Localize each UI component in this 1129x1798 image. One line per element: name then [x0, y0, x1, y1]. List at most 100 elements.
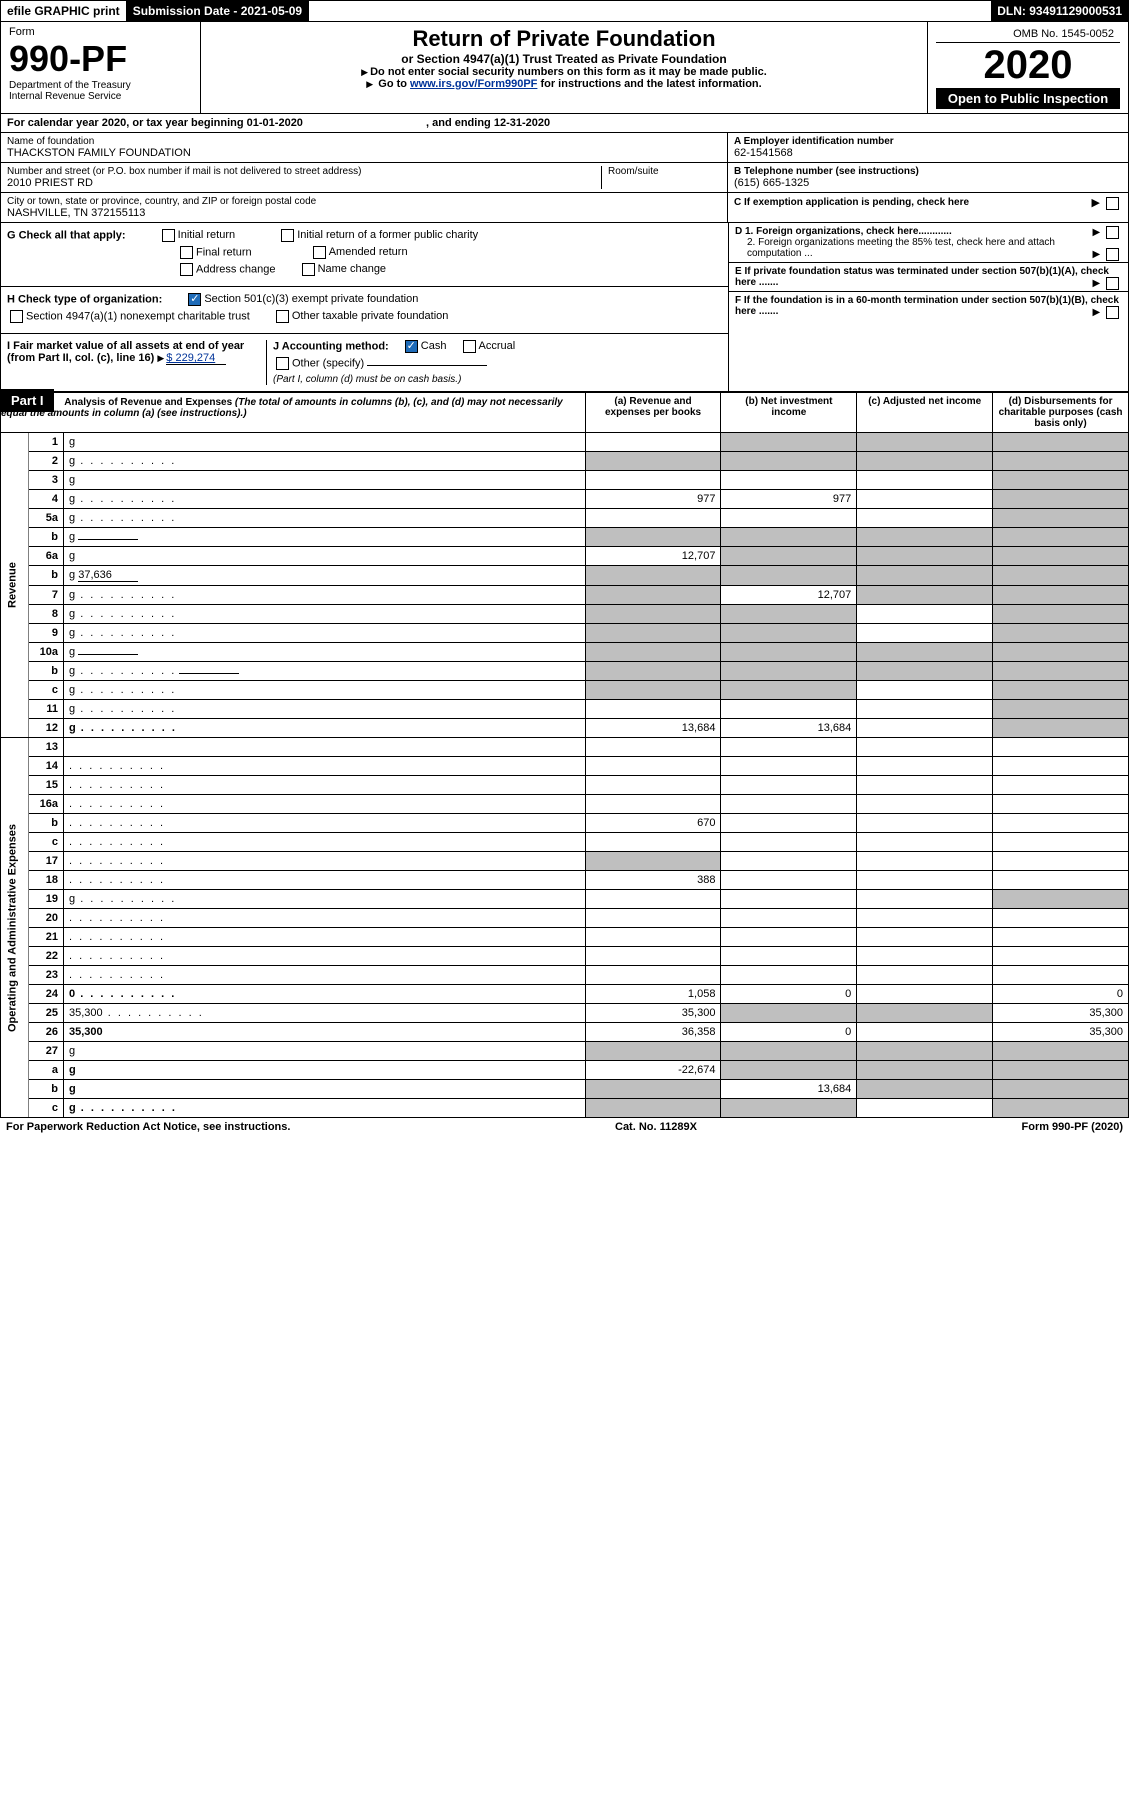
address: 2010 PRIEST RD: [7, 177, 601, 189]
cell-b: 12,707: [721, 586, 857, 605]
cell-d: [993, 662, 1129, 681]
f-label: F If the foundation is in a 60-month ter…: [735, 295, 1119, 317]
cell-c: [857, 966, 993, 985]
table-row: 12g13,68413,684: [1, 719, 1129, 738]
table-row: bg: [1, 662, 1129, 681]
form-link[interactable]: www.irs.gov/Form990PF: [410, 78, 537, 90]
cell-d: [993, 795, 1129, 814]
cell-b: [721, 509, 857, 528]
h-other-check[interactable]: [276, 310, 289, 323]
table-row: 23: [1, 966, 1129, 985]
line-desc: g: [64, 586, 586, 605]
g-initial-former-check[interactable]: [281, 229, 294, 242]
cell-b: [721, 814, 857, 833]
phone-label: B Telephone number (see instructions): [734, 166, 1122, 177]
j-label: J Accounting method:: [273, 340, 389, 352]
table-row: cg: [1, 681, 1129, 700]
line-number: 15: [29, 776, 64, 795]
cell-c: [857, 528, 993, 547]
cell-c: [857, 890, 993, 909]
i-value[interactable]: $ 229,274: [166, 352, 226, 365]
foundation-name: THACKSTON FAMILY FOUNDATION: [7, 147, 721, 159]
cell-b: [721, 643, 857, 662]
col-c-hdr: (c) Adjusted net income: [857, 393, 993, 433]
cell-d: [993, 852, 1129, 871]
cell-b: [721, 947, 857, 966]
cell-c: [857, 928, 993, 947]
table-row: b670: [1, 814, 1129, 833]
cell-d: 35,300: [993, 1023, 1129, 1042]
c-check[interactable]: [1106, 197, 1119, 210]
ein-label: A Employer identification number: [734, 136, 1122, 147]
line-desc: [64, 776, 586, 795]
cell-a: [585, 1099, 721, 1118]
line-desc: 35,300: [64, 1004, 586, 1023]
line-desc: g: [64, 1080, 586, 1099]
g-initial-check[interactable]: [162, 229, 175, 242]
g-amended-check[interactable]: [313, 246, 326, 259]
cell-a: [585, 1042, 721, 1061]
line-number: 16a: [29, 795, 64, 814]
room-label: Room/suite: [608, 166, 721, 177]
line-number: 27: [29, 1042, 64, 1061]
cell-d: [993, 776, 1129, 795]
cell-b: 13,684: [721, 719, 857, 738]
table-row: c: [1, 833, 1129, 852]
table-row: 2535,30035,30035,300: [1, 1004, 1129, 1023]
cell-b: [721, 1004, 857, 1023]
cell-b: [721, 966, 857, 985]
cell-a: [585, 738, 721, 757]
cell-d: [993, 738, 1129, 757]
cell-d: [993, 1099, 1129, 1118]
line-number: 2: [29, 452, 64, 471]
table-row: ag-22,674: [1, 1061, 1129, 1080]
line-desc: [64, 738, 586, 757]
line-number: 8: [29, 605, 64, 624]
cell-b: [721, 1042, 857, 1061]
f-check[interactable]: [1106, 306, 1119, 319]
line-number: b: [29, 528, 64, 547]
table-row: bg: [1, 528, 1129, 547]
line-desc: g: [64, 490, 586, 509]
g-name-check[interactable]: [302, 263, 315, 276]
cell-d: 35,300: [993, 1004, 1129, 1023]
cell-c: [857, 566, 993, 586]
table-row: 7g 12,707: [1, 586, 1129, 605]
h-501c3-check[interactable]: [188, 293, 201, 306]
cell-a: 36,358: [585, 1023, 721, 1042]
cell-d: [993, 928, 1129, 947]
line-desc: [64, 966, 586, 985]
line-number: 26: [29, 1023, 64, 1042]
city-label: City or town, state or province, country…: [7, 196, 721, 207]
table-row: 9g: [1, 624, 1129, 643]
form-header: Form 990-PF Department of the Treasury I…: [0, 22, 1129, 114]
line-desc: g: [64, 890, 586, 909]
j-cash-check[interactable]: [405, 340, 418, 353]
cell-c: [857, 452, 993, 471]
cell-b: 13,684: [721, 1080, 857, 1099]
cell-d: [993, 833, 1129, 852]
d1-check[interactable]: [1106, 226, 1119, 239]
c-label: C If exemption application is pending, c…: [734, 197, 969, 208]
cell-c: [857, 985, 993, 1004]
table-row: 21: [1, 928, 1129, 947]
d2-check[interactable]: [1106, 248, 1119, 261]
h-4947-check[interactable]: [10, 310, 23, 323]
line-desc: g: [64, 681, 586, 700]
page-footer: For Paperwork Reduction Act Notice, see …: [0, 1118, 1129, 1136]
d2-label: 2. Foreign organizations meeting the 85%…: [747, 237, 1055, 259]
cell-a: [585, 624, 721, 643]
line-number: 7: [29, 586, 64, 605]
cell-d: [993, 1080, 1129, 1099]
cell-c: [857, 605, 993, 624]
g-address-check[interactable]: [180, 263, 193, 276]
cell-a: [585, 566, 721, 586]
j-other-check[interactable]: [276, 357, 289, 370]
footer-mid: Cat. No. 11289X: [615, 1121, 697, 1133]
efile-btn[interactable]: efile GRAPHIC print: [1, 1, 127, 21]
g-final-check[interactable]: [180, 246, 193, 259]
j-accrual-check[interactable]: [463, 340, 476, 353]
e-check[interactable]: [1106, 277, 1119, 290]
table-row: Operating and Administrative Expenses13: [1, 738, 1129, 757]
cell-b: [721, 833, 857, 852]
